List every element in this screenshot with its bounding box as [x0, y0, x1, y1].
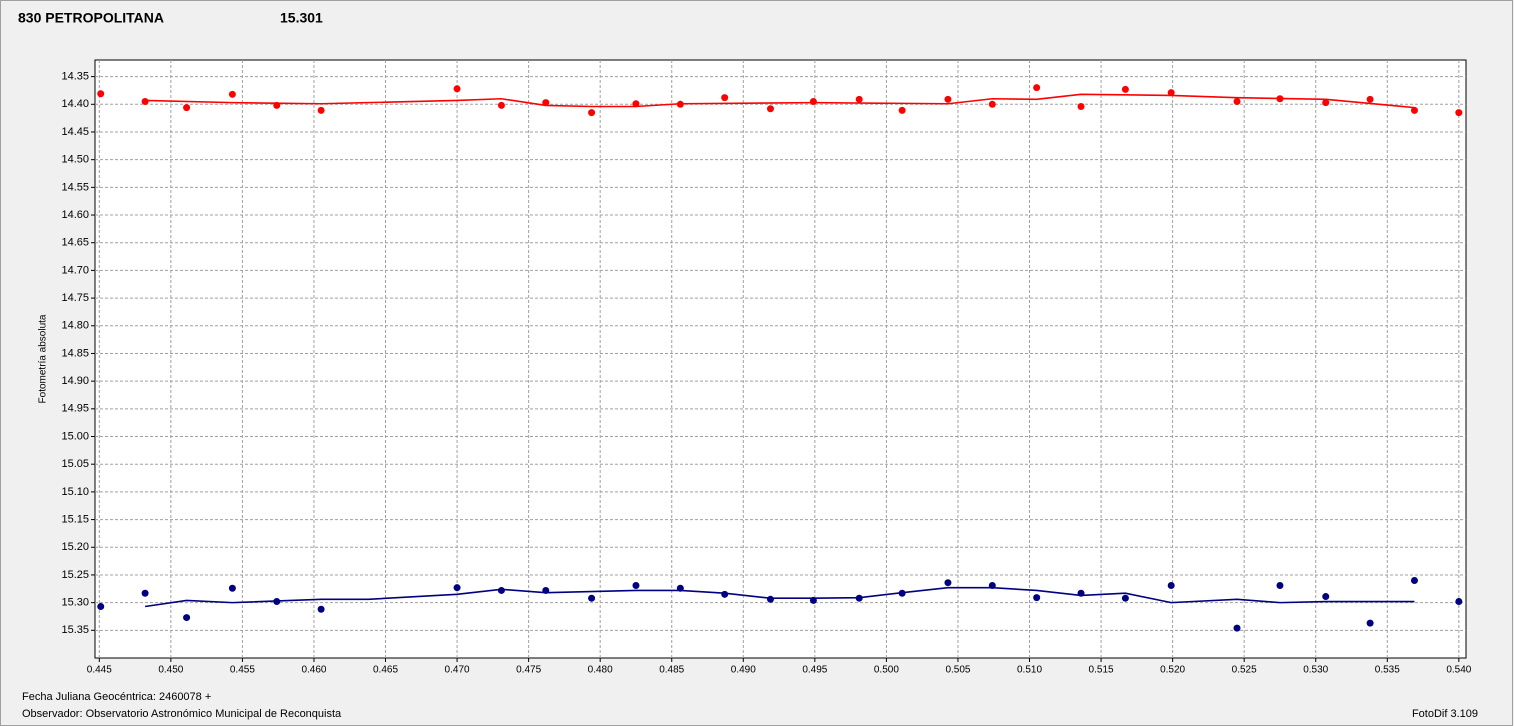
y-tick-label: 14.40 [61, 98, 89, 110]
data-point [497, 101, 505, 109]
x-tick-label: 0.470 [445, 665, 470, 676]
data-point [1410, 106, 1418, 114]
y-tick-label: 14.45 [61, 126, 89, 138]
x-tick-label: 0.510 [1017, 665, 1042, 676]
chart-subtitle: 15.301 [280, 10, 323, 26]
data-point [1121, 85, 1129, 93]
fit-line [144, 586, 1415, 608]
x-tick-label: 0.485 [659, 665, 684, 676]
data-point [1233, 624, 1241, 632]
data-point [497, 586, 505, 594]
data-point [1366, 619, 1374, 627]
version: FotoDif 3.109 [1412, 708, 1478, 720]
x-tick-label: 0.460 [301, 665, 326, 676]
data-point [228, 90, 236, 98]
x-tick-label: 0.535 [1375, 665, 1400, 676]
footer-line: Fecha Juliana Geocéntrica: 2460078 + [22, 691, 211, 703]
y-tick-label: 14.65 [61, 237, 89, 249]
data-point [453, 584, 461, 592]
fit-line [145, 93, 1415, 109]
data-point [944, 579, 952, 587]
data-point [721, 94, 729, 102]
y-tick-label: 14.80 [61, 320, 89, 332]
y-tick-label: 15.15 [61, 513, 89, 525]
x-tick-label: 0.465 [373, 665, 398, 676]
data-point [766, 105, 774, 113]
data-point [721, 590, 729, 598]
data-point [183, 104, 191, 112]
data-point [97, 603, 105, 611]
y-tick-label: 15.30 [61, 597, 89, 609]
data-point [1322, 593, 1330, 601]
data-point [228, 584, 236, 592]
x-tick-label: 0.505 [945, 665, 970, 676]
data-point [453, 85, 461, 93]
y-axis-label: Fotometría absoluta [38, 314, 49, 403]
data-point [1077, 103, 1085, 111]
data-point [1167, 89, 1175, 97]
y-tick-label: 15.25 [61, 569, 89, 581]
data-point [1366, 95, 1374, 103]
data-point [1410, 576, 1418, 584]
data-point [632, 100, 640, 108]
data-point [1322, 99, 1330, 107]
data-point [588, 594, 596, 602]
data-point [317, 106, 325, 114]
data-point [944, 95, 952, 103]
y-tick-label: 14.55 [61, 181, 89, 193]
y-tick-label: 14.70 [61, 264, 89, 276]
chart-title: 830 PETROPOLITANA [18, 10, 164, 26]
x-tick-label: 0.475 [516, 665, 541, 676]
x-tick-label: 0.445 [87, 665, 112, 676]
y-tick-label: 15.20 [61, 541, 89, 553]
data-point [1167, 581, 1175, 589]
y-tick-label: 15.00 [61, 430, 89, 442]
data-point [1033, 84, 1041, 92]
x-tick-label: 0.520 [1160, 665, 1185, 676]
data-point [97, 90, 105, 98]
x-tick-label: 0.540 [1446, 665, 1471, 676]
plot-area [94, 59, 1467, 659]
data-point [1455, 598, 1463, 606]
y-tick-label: 14.50 [61, 154, 89, 166]
x-tick-label: 0.530 [1303, 665, 1328, 676]
y-tick-label: 14.95 [61, 403, 89, 415]
y-tick-label: 14.60 [61, 209, 89, 221]
x-tick-label: 0.525 [1232, 665, 1257, 676]
data-point [1033, 594, 1041, 602]
y-tick-label: 15.10 [61, 486, 89, 498]
x-tick-label: 0.515 [1089, 665, 1114, 676]
data-point [1276, 581, 1284, 589]
x-tick-label: 0.450 [158, 665, 183, 676]
y-tick-label: 14.35 [61, 71, 89, 83]
x-tick-label: 0.500 [874, 665, 899, 676]
data-point [317, 605, 325, 613]
x-tick-label: 0.480 [588, 665, 613, 676]
data-point [632, 581, 640, 589]
data-point [183, 614, 191, 622]
data-point [1121, 594, 1129, 602]
x-tick-label: 0.455 [230, 665, 255, 676]
data-point [1455, 109, 1463, 117]
x-tick-label: 0.490 [731, 665, 756, 676]
data-point [141, 98, 149, 106]
data-point [766, 595, 774, 603]
footer-line: Observador: Observatorio Astronómico Mun… [22, 708, 342, 720]
data-point [588, 109, 596, 117]
data-point [1233, 98, 1241, 106]
y-tick-label: 15.35 [61, 624, 89, 636]
y-tick-label: 14.90 [61, 375, 89, 387]
y-tick-label: 14.75 [61, 292, 89, 304]
data-point [809, 98, 817, 106]
data-point [898, 106, 906, 114]
data-point [988, 100, 996, 108]
data-point [855, 95, 863, 103]
x-tick-label: 0.495 [802, 665, 827, 676]
data-point [141, 589, 149, 597]
y-tick-label: 15.05 [61, 458, 89, 470]
y-tick-label: 14.85 [61, 347, 89, 359]
